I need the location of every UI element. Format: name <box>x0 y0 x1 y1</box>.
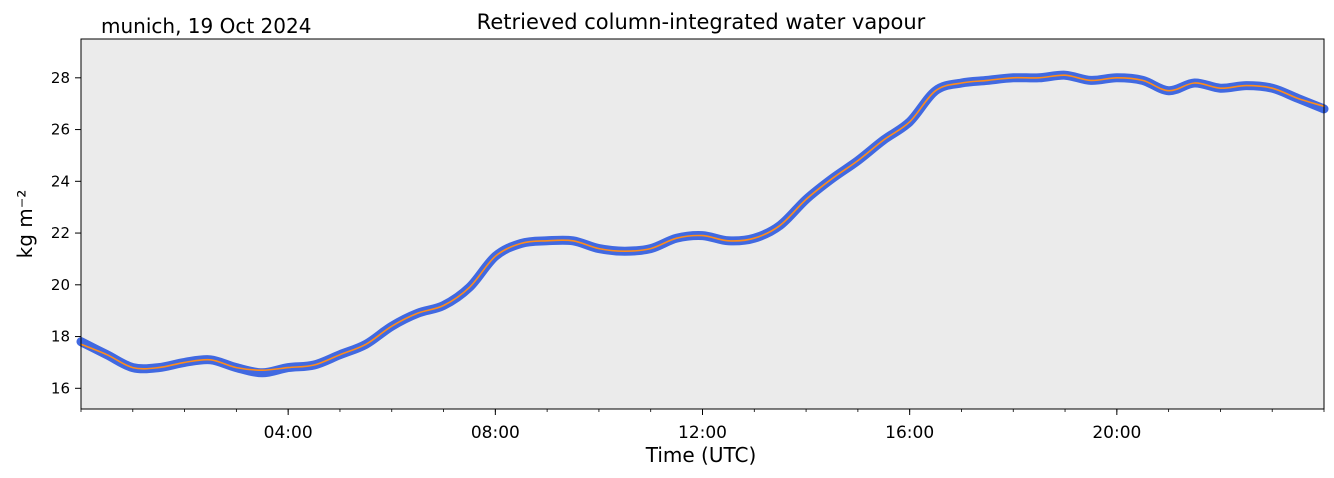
y-axis-title: kg m⁻² <box>13 190 37 259</box>
y-tick-label: 22 <box>51 224 70 242</box>
y-tick-label: 28 <box>51 69 70 87</box>
x-tick-label: 08:00 <box>471 423 520 443</box>
x-tick-label: 20:00 <box>1092 423 1141 443</box>
y-tick-label: 24 <box>51 172 70 190</box>
x-axis: 04:00 08:00 12:00 16:00 20:00 <box>80 409 1325 443</box>
plot-area <box>81 39 1324 409</box>
x-tick-label: 04:00 <box>264 423 313 443</box>
smoothed-series <box>80 74 1325 371</box>
y-tick-label: 16 <box>51 379 70 397</box>
location-date-label: munich, 19 Oct 2024 <box>101 14 311 38</box>
y-tick-label: 20 <box>51 276 70 294</box>
x-axis-title: Time (UTC) <box>645 443 757 467</box>
x-tick-label: 12:00 <box>678 423 727 443</box>
y-axis: 16 18 20 22 24 26 28 <box>51 69 81 397</box>
x-tick-label: 16:00 <box>885 423 934 443</box>
y-tick-label: 26 <box>51 121 70 139</box>
y-tick-label: 18 <box>51 328 70 346</box>
chart-title: Retrieved column-integrated water vapour <box>477 10 926 34</box>
series-layer <box>76 70 1329 378</box>
